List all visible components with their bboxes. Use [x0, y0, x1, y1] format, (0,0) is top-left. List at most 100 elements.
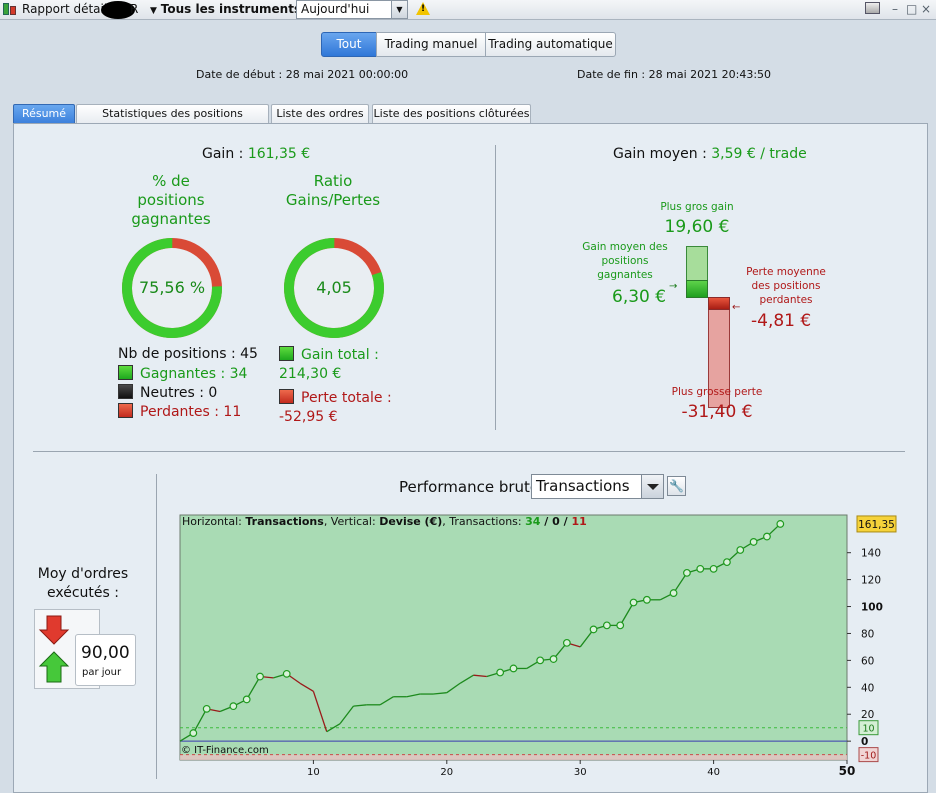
end-date-value: 28 mai 2021 20:43:50 [648, 68, 772, 81]
performance-chart: 10 20 30 40 50 0 20 40 60 80 100 120 140 10 -10 161,35 [179, 514, 897, 778]
average-gain-header: Gain moyen : 3,59 € / trade [613, 146, 807, 162]
data-point [282, 669, 291, 678]
biggest-gain-value: 19,60 € [664, 217, 730, 237]
data-point [763, 532, 771, 541]
top-toolbar: Rapport détaillé R ▼ Tous les instrument… [0, 0, 936, 20]
chevron-down-icon[interactable]: ▼ [391, 1, 407, 18]
period-value: Aujourd'hui [301, 2, 370, 16]
orders-title: Moy d'ordres exécutés : [28, 565, 138, 603]
avg-loss-bar [708, 297, 730, 310]
green-square-icon [279, 346, 294, 361]
gain-label: Gain : [202, 146, 244, 162]
wrench-icon[interactable]: 🔧 [667, 476, 686, 496]
legend-losing-label: Perdantes : 11 [140, 404, 242, 420]
chevron-down-icon[interactable] [641, 475, 663, 498]
ratio-donut: 4,05 [283, 237, 385, 339]
mode-manual-button[interactable]: Trading manuel [376, 32, 486, 57]
chart-copyright: © IT-Finance.com [181, 745, 269, 756]
data-point [723, 558, 731, 567]
mode-all-button[interactable]: Tout [321, 32, 377, 57]
y-tick-label: 120 [861, 575, 881, 587]
data-point [643, 595, 651, 604]
band-label-box [858, 747, 879, 763]
data-point [189, 729, 198, 737]
x-tick-label: 30 [574, 767, 587, 778]
data-point [509, 664, 518, 673]
avg-loss-value: -4,81 € [751, 311, 812, 331]
series-segment [459, 674, 474, 684]
maximize-icon[interactable]: □ [906, 2, 918, 16]
start-date: Date de début : 28 mai 2021 00:00:00 [196, 68, 408, 81]
tab-closed-stats[interactable]: Statistiques des positions clôturées [76, 104, 269, 138]
performance-select-value: Transactions [536, 477, 630, 495]
dropdown-arrow-icon: ▼ [150, 6, 157, 16]
average-gain-value: 3,59 € / trade [711, 146, 807, 162]
x-tick-label: 50 [839, 764, 856, 778]
chart-header-v-value: Devise (€) [379, 515, 443, 528]
data-point [202, 704, 211, 713]
mode-auto-button[interactable]: Trading automatique [485, 32, 616, 57]
chart-header-slash: / [559, 515, 572, 528]
account-suffix: R [130, 2, 139, 16]
orders-value-box: 90,00 par jour [75, 634, 136, 686]
close-icon[interactable]: × [921, 2, 932, 16]
performance-select[interactable]: Transactions [531, 474, 664, 499]
series-segment [353, 704, 367, 707]
orders-title-line: Moy d'ordres [37, 566, 129, 582]
data-point [242, 695, 251, 704]
series-segment [326, 723, 341, 733]
avg-gain-label-line: positions [601, 255, 649, 267]
chart-header: Horizontal: Transactions, Vertical: Devi… [182, 515, 587, 528]
tab-orders[interactable]: Liste des ordres [271, 104, 369, 124]
warning-icon[interactable]: ! [416, 2, 430, 15]
ratio-title: Ratio Gains/Pertes [272, 172, 394, 210]
series-segment [246, 676, 261, 700]
data-point [589, 625, 598, 634]
data-point [749, 538, 758, 546]
arrow-left-icon: ← [732, 302, 741, 313]
avg-gain-label-line: gagnantes [597, 269, 653, 281]
report-label[interactable]: Rapport détaillé [22, 2, 118, 16]
data-point [776, 520, 785, 528]
chart-header-h-value: Transactions [245, 515, 324, 528]
gain-header: Gain : 161,35 € [202, 146, 310, 162]
printer-icon[interactable] [865, 2, 880, 17]
y-tick-label: 80 [861, 628, 874, 640]
x-tick-label: 10 [307, 767, 320, 778]
series-segment [673, 572, 688, 594]
chart-header-neutral: 0 [552, 515, 560, 528]
orders-title-line: exécutés : [47, 585, 119, 601]
avg-loss-label: Perte moyenne des positions perdantes [746, 265, 826, 307]
data-point [229, 702, 238, 711]
tab-summary[interactable]: Résumé [13, 104, 75, 124]
x-tick-label: 20 [440, 767, 453, 778]
band-label: -10 [861, 751, 877, 762]
data-point [669, 589, 678, 597]
avg-loss-label-line: perdantes [759, 294, 813, 306]
series-segment [473, 674, 487, 678]
divider-horizontal [33, 451, 905, 452]
winning-pct-title-line: gagnantes [131, 210, 211, 228]
minimize-icon[interactable]: – [892, 2, 898, 16]
instruments-dropdown[interactable]: ▼ Tous les instruments [150, 2, 301, 16]
tab-closed-list[interactable]: Liste des positions clôturées [372, 104, 531, 124]
end-date: Date de fin : 28 mai 2021 20:43:50 [577, 68, 771, 81]
lower-band-area [180, 754, 847, 760]
legend-losing: Perdantes : 11 [118, 403, 241, 420]
legend-winning: Gagnantes : 34 [118, 365, 247, 382]
orders-value: 90,00 [81, 643, 130, 663]
chart-header-h-label: Horizontal: [182, 515, 242, 528]
avg-gain-bar [686, 280, 708, 298]
avg-gain-label: Gain moyen des positions gagnantes [577, 240, 673, 282]
report-icon[interactable] [3, 2, 16, 16]
red-square-icon [279, 389, 294, 404]
redacted-account [101, 1, 135, 19]
chart-header-t-label: , Transactions: [442, 515, 522, 528]
avg-loss-label-line: Perte moyenne [746, 266, 826, 278]
data-point [616, 621, 625, 630]
x-tick-label: 40 [707, 767, 720, 778]
winning-pct-donut: 75,56 % [121, 237, 223, 339]
total-gain: Gain total : 214,30 € [279, 346, 379, 384]
period-select[interactable]: Aujourd'hui ▼ [296, 0, 408, 19]
performance-title: Performance brute [399, 478, 540, 496]
